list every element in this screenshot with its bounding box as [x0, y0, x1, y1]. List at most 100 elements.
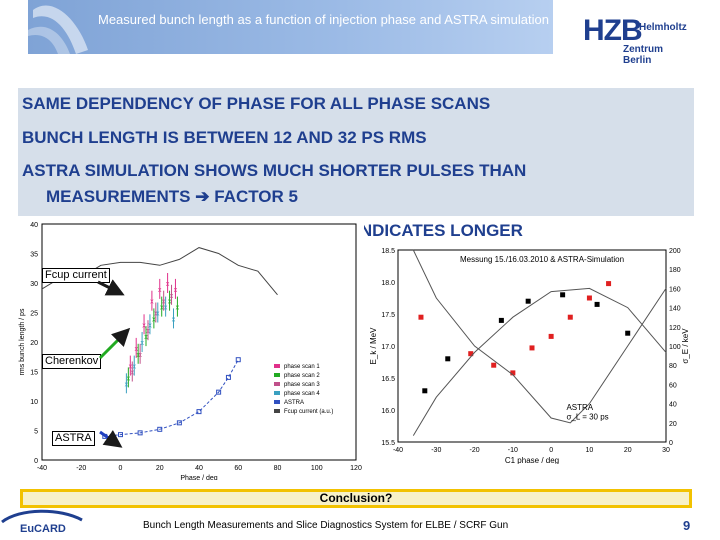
- y2-tick-label: 160: [669, 286, 681, 293]
- x-tick-label: 20: [624, 447, 632, 454]
- data-point: x: [176, 305, 180, 312]
- data-point: [586, 295, 592, 301]
- data-point: [491, 362, 497, 368]
- data-point: x: [140, 340, 144, 347]
- x-tick-label: -20: [76, 465, 86, 472]
- x-tick-label: 10: [586, 447, 594, 454]
- logo-main-text: HZB: [583, 14, 643, 47]
- arrow-right-icon: ➔: [195, 187, 210, 206]
- legend-swatch: [274, 373, 280, 377]
- page-number: 9: [683, 518, 691, 533]
- astra-point: [176, 420, 182, 426]
- data-point: [418, 314, 424, 320]
- x-tick-label: -10: [508, 447, 518, 454]
- data-point: x: [156, 311, 160, 318]
- data-point: x: [146, 328, 150, 335]
- data-point: x: [136, 352, 140, 359]
- astra-curve: [412, 249, 667, 424]
- annotation-astra: ASTRA: [566, 403, 593, 412]
- x-tick-label: -30: [431, 447, 441, 454]
- legend-entry: phase scan 3: [284, 382, 320, 388]
- data-point: x: [166, 281, 170, 288]
- y-axis-label: rms bunch length / ps: [19, 308, 26, 375]
- data-point: [560, 292, 566, 298]
- chart-title: Messung 15./16.03.2010 & ASTRA-Simulatio…: [460, 255, 624, 264]
- x-tick-label: 20: [156, 465, 164, 472]
- x-tick-label: 60: [234, 465, 242, 472]
- x-tick-label: 0: [549, 447, 553, 454]
- data-point: [625, 330, 631, 336]
- data-point: x: [134, 346, 138, 353]
- plot-frame: [41, 223, 357, 461]
- legend-entry: Fcup current (a.u.): [284, 409, 333, 415]
- data-point: [510, 370, 516, 376]
- astra-point: [216, 389, 222, 395]
- legend-swatch: [274, 382, 280, 386]
- astra-line: [104, 359, 239, 437]
- y2-tick-label: 60: [669, 382, 677, 389]
- x-tick-label: -20: [470, 447, 480, 454]
- data-point: [498, 317, 504, 323]
- data-point: x: [129, 364, 133, 371]
- eucard-label: EuCARD: [20, 523, 66, 535]
- logo-line2: Zentrum Berlin: [623, 44, 663, 66]
- data-point: [422, 388, 428, 394]
- astra-point: [137, 430, 143, 436]
- y-axis-label: E_k / MeV: [369, 327, 378, 365]
- bullet-4-partial: T INDICATES LONGER: [340, 221, 523, 240]
- data-point: x: [174, 287, 178, 294]
- data-point: x: [132, 364, 136, 371]
- header-swoosh-icon: [28, 5, 88, 54]
- y-tick-label: 20: [30, 340, 38, 347]
- x-tick-label: 30: [662, 447, 670, 454]
- energy-phase-plot: Messung 15./16.03.2010 & ASTRA-Simulatio…: [366, 244, 696, 465]
- astra-curve: [412, 287, 667, 436]
- x-tick-label: 100: [311, 465, 323, 472]
- bullet-3-cont: MEASUREMENTS: [46, 187, 191, 206]
- data-point: [606, 281, 612, 287]
- logo-line1: Helmholtz: [639, 22, 687, 33]
- legend-entry: phase scan 4: [284, 391, 320, 397]
- legend-entry: ASTRA: [284, 400, 304, 406]
- data-point: [445, 356, 451, 362]
- data-point: x: [127, 375, 131, 382]
- data-point: x: [162, 299, 166, 306]
- y-tick-label: 35: [30, 252, 38, 259]
- bullets-box: [18, 88, 694, 216]
- data-point: [567, 314, 573, 320]
- x-tick-label: -40: [37, 465, 47, 472]
- hzb-logo: HZB Helmholtz Zentrum Berlin: [583, 14, 693, 66]
- x-tick-label: 80: [274, 465, 282, 472]
- y2-axis-label: σ_E / keV: [681, 328, 690, 364]
- y2-tick-label: 80: [669, 363, 677, 370]
- y-tick-label: 5: [34, 429, 38, 436]
- y-tick-label: 15: [30, 370, 38, 377]
- data-point: x: [131, 370, 135, 377]
- footer-text: Bunch Length Measurements and Slice Diag…: [143, 520, 509, 531]
- y-tick-label: 16.0: [381, 408, 395, 415]
- data-point: x: [172, 316, 176, 323]
- y-tick-label: 17.0: [381, 344, 395, 351]
- data-point: x: [152, 316, 156, 323]
- x-tick-label: -40: [393, 447, 403, 454]
- data-point: x: [168, 299, 172, 306]
- energy-phase-chart: Messung 15./16.03.2010 & ASTRA-Simulatio…: [369, 248, 690, 465]
- bullet-3-line2: MEASUREMENTS ➔ FACTOR 5: [46, 187, 298, 207]
- data-point: x: [150, 299, 154, 306]
- y2-tick-label: 180: [669, 267, 681, 274]
- y-tick-label: 17.5: [381, 312, 395, 319]
- y2-tick-label: 200: [669, 248, 681, 255]
- y-tick-label: 15.5: [381, 440, 395, 447]
- x-axis-label: Phase / deg: [180, 475, 217, 480]
- data-point: x: [144, 334, 148, 341]
- y2-tick-label: 40: [669, 402, 677, 409]
- bullet-2: BUNCH LENGTH IS BETWEEN 12 AND 32 PS RMS: [22, 128, 427, 147]
- legend-swatch: [274, 400, 280, 404]
- astra-point: [157, 426, 163, 432]
- data-point: x: [158, 287, 162, 294]
- legend-swatch: [274, 391, 280, 395]
- data-point: x: [148, 322, 152, 329]
- astra-point: [196, 409, 202, 415]
- data-point: [525, 298, 531, 304]
- callout-cherenkov: Cherenkov: [42, 354, 102, 369]
